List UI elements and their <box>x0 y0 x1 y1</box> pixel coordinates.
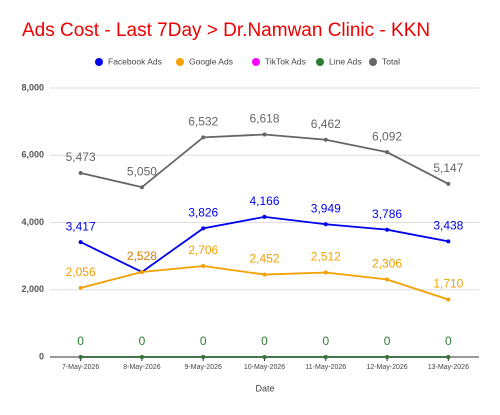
point <box>323 355 328 359</box>
point <box>78 355 83 359</box>
y-tick-label: 4,000 <box>21 217 44 227</box>
point <box>78 170 83 175</box>
data-label: 2,512 <box>311 250 341 264</box>
point <box>262 272 267 277</box>
point <box>201 135 206 140</box>
data-label: 2,528 <box>127 249 157 263</box>
data-label: 0 <box>445 334 452 348</box>
point <box>139 355 144 359</box>
data-label: 3,786 <box>372 207 402 221</box>
data-label: 1,710 <box>433 277 463 291</box>
data-label: 2,528 <box>127 249 157 263</box>
legend-label: Facebook Ads <box>108 56 162 66</box>
data-label: 2,452 <box>249 252 279 266</box>
point <box>323 222 328 227</box>
data-label: 3,826 <box>188 206 218 220</box>
legend-label: TikTok Ads <box>265 56 306 66</box>
point <box>385 227 390 232</box>
point <box>446 297 451 302</box>
x-tick-label: 8-May-2026 <box>123 364 160 371</box>
legend-marker <box>176 58 184 66</box>
x-tick-label: 9-May-2026 <box>185 364 222 371</box>
point <box>78 240 83 245</box>
data-label: 6,618 <box>249 112 279 126</box>
x-tick-label: 11-May-2026 <box>305 364 346 371</box>
y-tick-label: 2,000 <box>21 284 44 294</box>
x-tick-label: 12-May-2026 <box>366 364 407 371</box>
x-tick-label: 10-May-2026 <box>244 364 285 371</box>
point <box>385 150 390 155</box>
data-label: 4,166 <box>249 194 279 208</box>
legend-marker <box>252 58 260 66</box>
data-label: 6,462 <box>311 117 341 131</box>
data-label: 6,532 <box>188 115 218 129</box>
point <box>446 355 451 359</box>
data-label: 2,706 <box>188 243 218 257</box>
data-label: 2,306 <box>372 257 402 271</box>
legend-marker <box>316 58 324 66</box>
data-label: 0 <box>77 334 84 348</box>
chart-title: Ads Cost - Last 7Day > Dr.Namwan Clinic … <box>22 20 430 41</box>
data-label: 6,092 <box>372 129 402 143</box>
point <box>446 181 451 186</box>
legend-label: Line Ads <box>329 56 362 66</box>
point <box>262 214 267 219</box>
point <box>385 277 390 282</box>
data-label: 3,417 <box>66 219 96 233</box>
data-label: 3,949 <box>311 201 341 215</box>
data-label: 5,147 <box>433 161 463 175</box>
y-tick-label: 6,000 <box>21 150 44 160</box>
point <box>323 137 328 142</box>
legend-marker <box>369 58 377 66</box>
legend-label: Total <box>382 56 400 66</box>
point <box>262 355 267 359</box>
x-tick-label: 7-May-2026 <box>62 364 99 371</box>
point <box>323 270 328 275</box>
point <box>78 285 83 290</box>
point <box>262 132 267 137</box>
data-label: 2,056 <box>66 265 96 279</box>
data-label: 0 <box>139 334 146 348</box>
y-tick-label: 0 <box>39 351 44 361</box>
legend-label: Google Ads <box>189 56 233 66</box>
data-label: 3,438 <box>433 219 463 233</box>
point <box>201 355 206 359</box>
y-tick-label: 8,000 <box>21 82 44 92</box>
data-label: 5,473 <box>66 150 96 164</box>
point <box>201 264 206 269</box>
data-label: 0 <box>322 334 329 348</box>
point <box>385 355 390 359</box>
data-label: 0 <box>200 334 207 348</box>
data-label: 5,050 <box>127 164 157 178</box>
series-line <box>80 265 449 301</box>
data-label: 0 <box>261 334 268 348</box>
point <box>139 269 144 274</box>
x-tick-label: 13-May-2026 <box>428 364 469 371</box>
point <box>446 239 451 244</box>
data-label: 0 <box>384 334 391 348</box>
legend-marker <box>95 58 103 66</box>
point <box>139 185 144 190</box>
x-axis-label: Date <box>255 383 274 393</box>
point <box>201 226 206 231</box>
